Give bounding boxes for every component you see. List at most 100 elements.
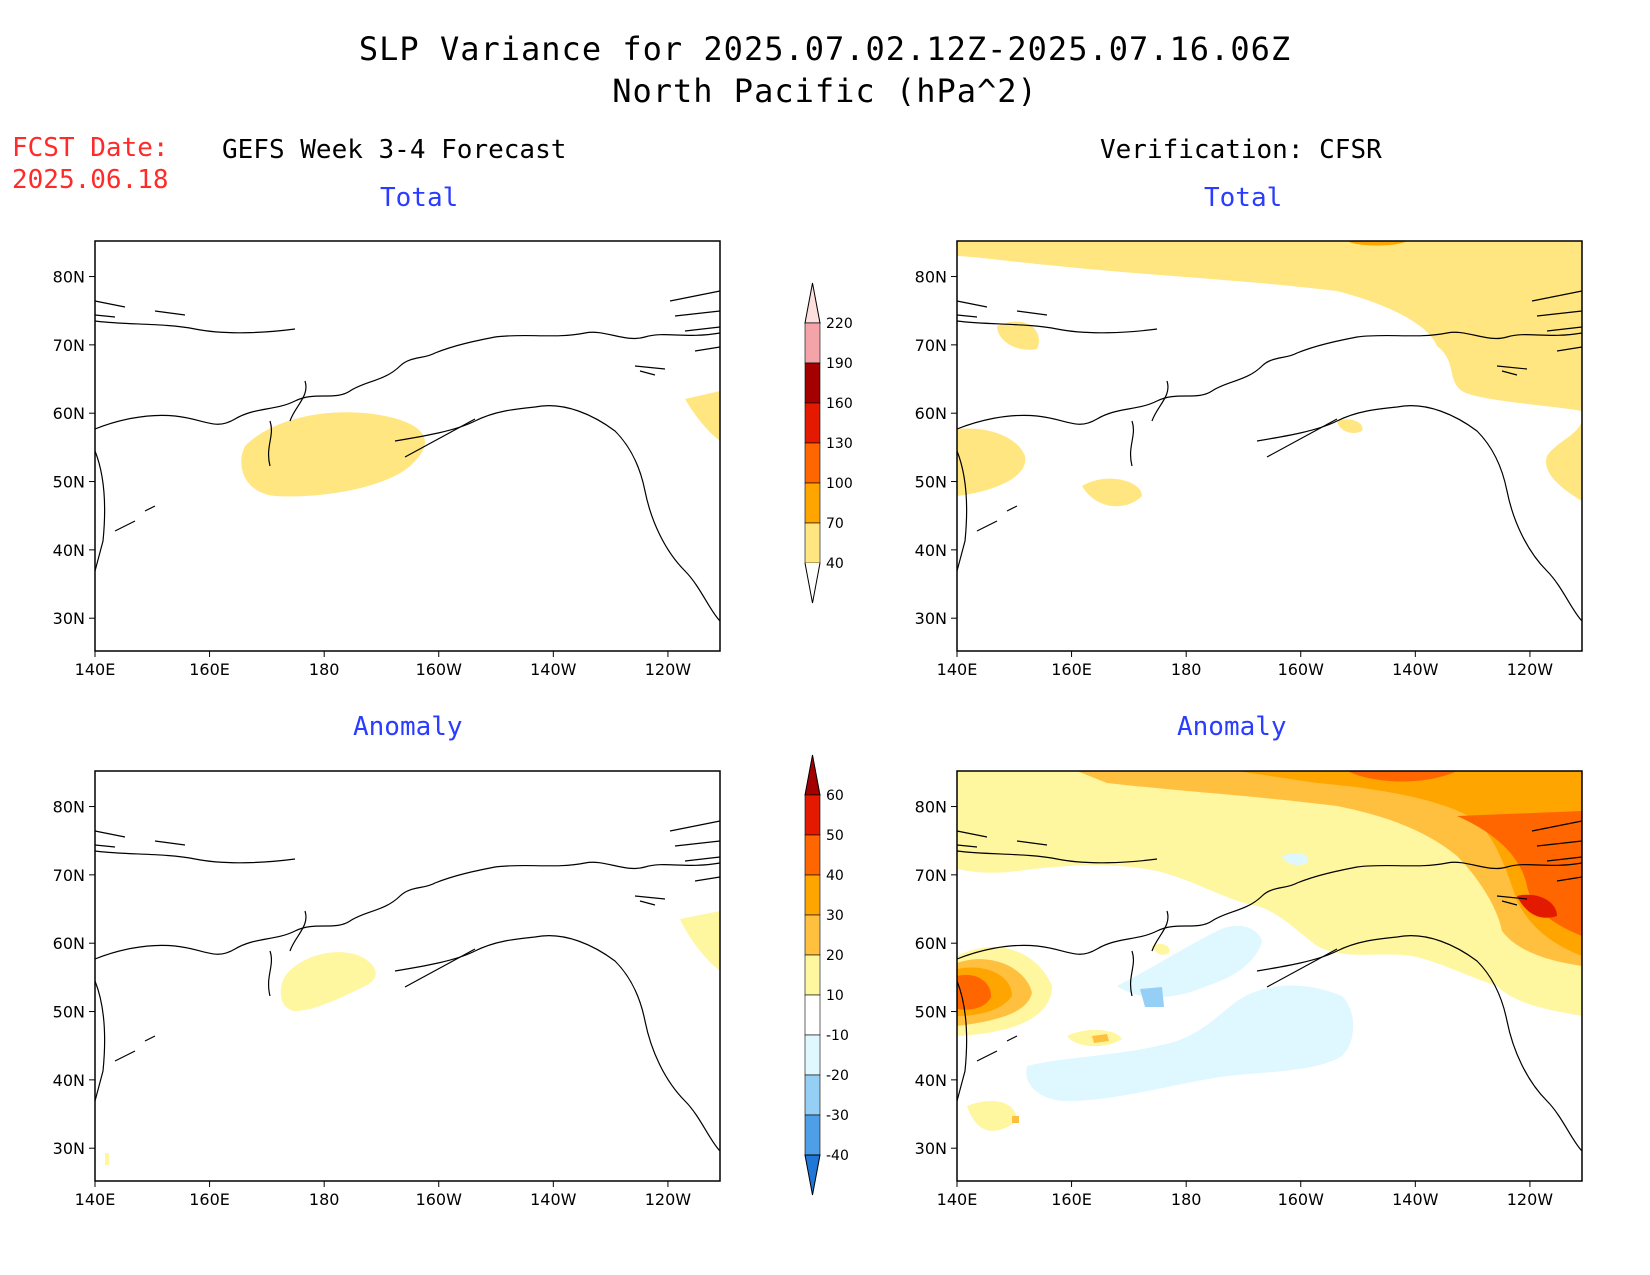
map-frame bbox=[94, 770, 721, 1182]
panel-title-total-verification: Total bbox=[1204, 183, 1283, 213]
fill-layer bbox=[241, 391, 720, 497]
lon-tick-label: 160W bbox=[1278, 660, 1325, 679]
chart-title: SLP Variance for 2025.07.02.12Z-2025.07.… bbox=[358, 30, 1292, 68]
panel-title-total-forecast: Total bbox=[380, 183, 459, 213]
lon-tick-label: 180 bbox=[309, 1190, 340, 1209]
lon-tick-label: 140E bbox=[75, 1190, 116, 1209]
lon-tick-label: 120W bbox=[645, 1190, 692, 1209]
lon-tick-label: 140E bbox=[937, 660, 978, 679]
colorbar-band bbox=[804, 994, 821, 1036]
lat-tick-label: 40N bbox=[53, 1071, 85, 1090]
contour-fill-10 bbox=[105, 1153, 109, 1165]
lon-tick-label: 120W bbox=[645, 660, 692, 679]
colorbar-label: 130 bbox=[826, 436, 853, 452]
colorbar-label: 100 bbox=[826, 476, 853, 492]
contour-fill-40 bbox=[957, 241, 1582, 501]
colorbar-total: 220 190 160 130 100 70 40 bbox=[804, 282, 853, 604]
lat-tick-label: 80N bbox=[53, 798, 85, 817]
map-panel-anomaly-forecast bbox=[94, 770, 721, 1182]
map-panel-total-forecast bbox=[94, 240, 721, 652]
lat-tick-label: 80N bbox=[915, 798, 947, 817]
colorbar-band bbox=[804, 402, 821, 444]
colorbar-anomaly: 60 50 40 30 20 10 -10 -20 -30 -40 bbox=[804, 754, 849, 1196]
contour-fill-neg20 bbox=[1140, 987, 1164, 1007]
colorbar-band bbox=[804, 322, 821, 364]
lon-tick-label: 140W bbox=[1392, 1190, 1439, 1209]
lon-tick-label: 160E bbox=[1051, 660, 1092, 679]
colorbar-label: 160 bbox=[826, 396, 853, 412]
contour-fill-40 bbox=[957, 428, 1026, 496]
lat-tick-label: 50N bbox=[915, 473, 947, 492]
lat-tick-label: 30N bbox=[915, 1139, 947, 1158]
lon-tick-label: 120W bbox=[1507, 660, 1554, 679]
contour-fill-10 bbox=[967, 1101, 1017, 1131]
colorbar-band bbox=[804, 954, 821, 996]
colorbar-label: 50 bbox=[826, 828, 844, 844]
lon-tick-label: 140W bbox=[1392, 660, 1439, 679]
lon-tick-label: 160W bbox=[416, 1190, 463, 1209]
lat-tick-label: 80N bbox=[53, 268, 85, 287]
coastline-layer bbox=[956, 820, 1583, 1152]
map-frame bbox=[94, 240, 721, 652]
colorbar-label: 10 bbox=[826, 988, 844, 1004]
colorbar-label: 60 bbox=[826, 788, 844, 804]
fill-layer bbox=[957, 241, 1582, 507]
coastline-layer bbox=[94, 820, 721, 1152]
contour-fill-10 bbox=[280, 952, 376, 1011]
contour-fill-40 bbox=[685, 391, 720, 441]
lon-tick-label: 160W bbox=[416, 660, 463, 679]
lat-tick-label: 70N bbox=[53, 336, 85, 355]
colorbar-label: -20 bbox=[826, 1068, 849, 1084]
lat-tick-label: 50N bbox=[53, 1003, 85, 1022]
contour-fill-20 bbox=[1077, 771, 1582, 966]
colorbar-band bbox=[804, 1034, 821, 1076]
contour-fill-40 bbox=[1082, 478, 1142, 507]
lat-tick-label: 30N bbox=[53, 609, 85, 628]
lat-tick-label: 60N bbox=[915, 934, 947, 953]
colorbar-band bbox=[804, 874, 821, 916]
coastline-layer bbox=[956, 290, 1583, 622]
colorbar-label: 20 bbox=[826, 948, 844, 964]
contour-fill-40 bbox=[241, 412, 425, 497]
colorbar-band bbox=[804, 914, 821, 956]
lat-tick-label: 60N bbox=[53, 934, 85, 953]
colorbar-band bbox=[804, 1074, 821, 1116]
lon-tick-label: 140E bbox=[937, 1190, 978, 1209]
colorbar-label: 70 bbox=[826, 516, 844, 532]
fill-layer bbox=[105, 911, 720, 1165]
lat-tick-label: 70N bbox=[915, 336, 947, 355]
contour-fill-20 bbox=[1092, 1034, 1109, 1043]
left-column-title: GEFS Week 3-4 Forecast bbox=[222, 135, 567, 165]
lon-tick-label: 180 bbox=[1171, 660, 1202, 679]
colorbar-band bbox=[804, 442, 821, 484]
lat-tick-label: 60N bbox=[53, 404, 85, 423]
colorbar-tip-bottom bbox=[804, 562, 821, 604]
lon-tick-label: 140W bbox=[530, 1190, 577, 1209]
chart-subtitle: North Pacific (hPa^2) bbox=[612, 72, 1038, 110]
colorbar-label: -40 bbox=[826, 1148, 849, 1164]
colorbar-tip-top bbox=[804, 754, 821, 796]
lat-tick-label: 80N bbox=[915, 268, 947, 287]
lon-tick-label: 160E bbox=[189, 1190, 230, 1209]
lat-tick-label: 50N bbox=[915, 1003, 947, 1022]
colorbar-tip-bottom bbox=[804, 1154, 821, 1196]
contour-fill-10 bbox=[680, 911, 720, 971]
lon-tick-label: 180 bbox=[1171, 1190, 1202, 1209]
colorbar-label: 220 bbox=[826, 316, 853, 332]
colorbar-label: -30 bbox=[826, 1108, 849, 1124]
lon-tick-label: 120W bbox=[1507, 1190, 1554, 1209]
lon-tick-label: 140E bbox=[75, 660, 116, 679]
contour-fill-neg10 bbox=[1117, 925, 1262, 998]
contour-fill-40 bbox=[1347, 771, 1457, 782]
panel-title-anomaly-forecast: Anomaly bbox=[353, 712, 463, 742]
lat-tick-label: 40N bbox=[915, 541, 947, 560]
lat-tick-label: 60N bbox=[915, 404, 947, 423]
fill-layer bbox=[957, 771, 1582, 1131]
fcst-date-value: 2025.06.18 bbox=[12, 165, 169, 195]
contour-fill-20 bbox=[1012, 1116, 1019, 1123]
contour-fill-40 bbox=[1337, 419, 1363, 433]
contour-fill-70 bbox=[1347, 241, 1407, 246]
lon-tick-label: 140W bbox=[530, 660, 577, 679]
lon-tick-label: 160E bbox=[1051, 1190, 1092, 1209]
